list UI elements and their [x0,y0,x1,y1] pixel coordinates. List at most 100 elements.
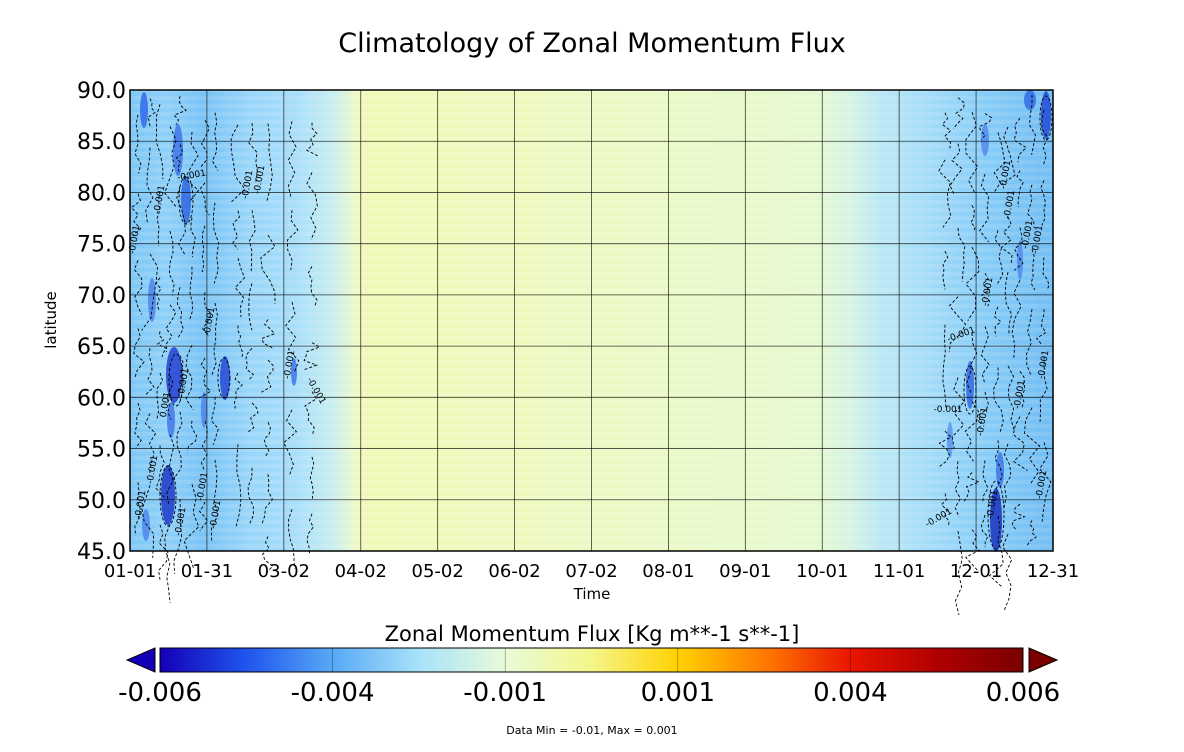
contour-line [189,266,193,320]
colorbar-tick-label: 0.001 [641,678,715,708]
contour-line [940,493,950,527]
contour-line [176,287,184,338]
colorbar-tick-label: 0.004 [813,678,887,708]
contour-line [942,324,947,408]
colorbar-extend-high [1028,647,1059,673]
contour-label: -0.001 [981,276,996,306]
contour-line [966,333,978,394]
contour-line [1035,309,1047,345]
contour-line [948,296,967,353]
contour-line [306,122,318,157]
contour-line [994,230,1004,284]
contour-line [285,301,300,373]
contour-line [156,372,164,420]
y-tick-label: 65.0 [77,335,126,360]
contour-line [286,210,299,270]
contour-line [168,230,175,296]
x-axis: 01-01 01-31 03-02 04-02 05-02 06-02 07-02 08-01… [104,561,1079,582]
flux-minimum [947,422,953,458]
contour-loop [178,175,194,225]
contour-line [173,411,183,480]
contour-line [981,272,991,307]
contour-line [1012,416,1028,471]
contour-line [155,445,165,498]
colorbar-tick-label: -0.001 [463,678,547,708]
contour-line [133,328,145,379]
contour-line [261,359,274,393]
contour-line [266,123,273,202]
contour-line [1012,503,1026,530]
contour-label: -0.001 [1031,224,1046,254]
contour-line [263,422,271,458]
contour-line [979,173,990,243]
contour-line [145,147,154,223]
contour-line [1029,95,1036,155]
y-tick-label: 90.0 [77,79,126,104]
contour-line [965,246,980,321]
contour-line [309,456,315,499]
contour-line [1027,184,1035,229]
y-tick-label: 45.0 [77,540,126,565]
contour-line [166,375,174,420]
contour-line [173,96,187,125]
contour-line [977,391,989,428]
contour-label: -0.001 [1035,469,1050,499]
contour-line [1024,407,1041,485]
contour-line [134,114,142,174]
contour-line [1019,371,1026,408]
contour-line [1030,249,1036,291]
contour-line [210,459,219,542]
contour-line [287,121,297,199]
colorbar: Zonal Momentum Flux [Kg m**-1 s**-1] -0.… [118,622,1060,737]
contour-line [938,430,952,468]
contour-line [186,420,197,452]
flux-minima [140,90,1051,552]
contour-line [963,472,981,502]
contour-line [235,444,242,527]
contour-loop [217,357,231,399]
x-tick-label: 12-31 [1027,561,1079,582]
flux-minimum [1017,240,1023,280]
flux-minimum [291,358,297,386]
flux-minimum [220,356,230,400]
colorbar-tick-label: -0.006 [118,678,202,708]
contour-line [211,302,218,376]
colorbar-title: Zonal Momentum Flux [Kg m**-1 s**-1] [385,622,800,646]
contour-line [982,460,989,503]
contour-loop [168,353,184,407]
y-tick-label: 55.0 [77,438,126,463]
contour-line [249,210,256,272]
contour-line [964,401,979,462]
contour-line [953,97,965,130]
contour-label: -0.001 [253,164,268,194]
contour-line [1042,257,1050,291]
contour-label: -0.001 [986,489,1001,519]
flux-minimum [142,509,150,541]
flux-minimum [996,452,1004,488]
contour-line [133,260,143,315]
contour-label: -0.001 [283,349,298,379]
contour-line [199,501,208,532]
flux-minimum [148,278,156,322]
y-axis: 45.0 50.0 55.0 60.0 65.0 70.0 75.0 80.0 85.0 90.0 [77,79,126,565]
y-tick-label: 75.0 [77,233,126,258]
contour-line [1014,227,1024,271]
contour-line [247,402,259,433]
contour-line [942,250,949,290]
contour-line [1000,216,1013,264]
contour-line [156,331,168,358]
contour-loop [1039,95,1053,141]
contour-line [173,499,183,574]
contour-line [1007,365,1015,431]
y-tick-label: 85.0 [77,130,126,155]
contour-lines [130,95,1053,616]
contour-line [147,98,156,127]
x-tick-label: 01-01 [104,561,156,582]
contour-line [957,228,966,282]
contour-line [262,536,274,573]
contour-line [245,347,254,380]
contour-line [980,514,989,548]
contour-line [202,292,212,337]
contour-line [166,434,175,505]
contour-line [1003,443,1012,508]
